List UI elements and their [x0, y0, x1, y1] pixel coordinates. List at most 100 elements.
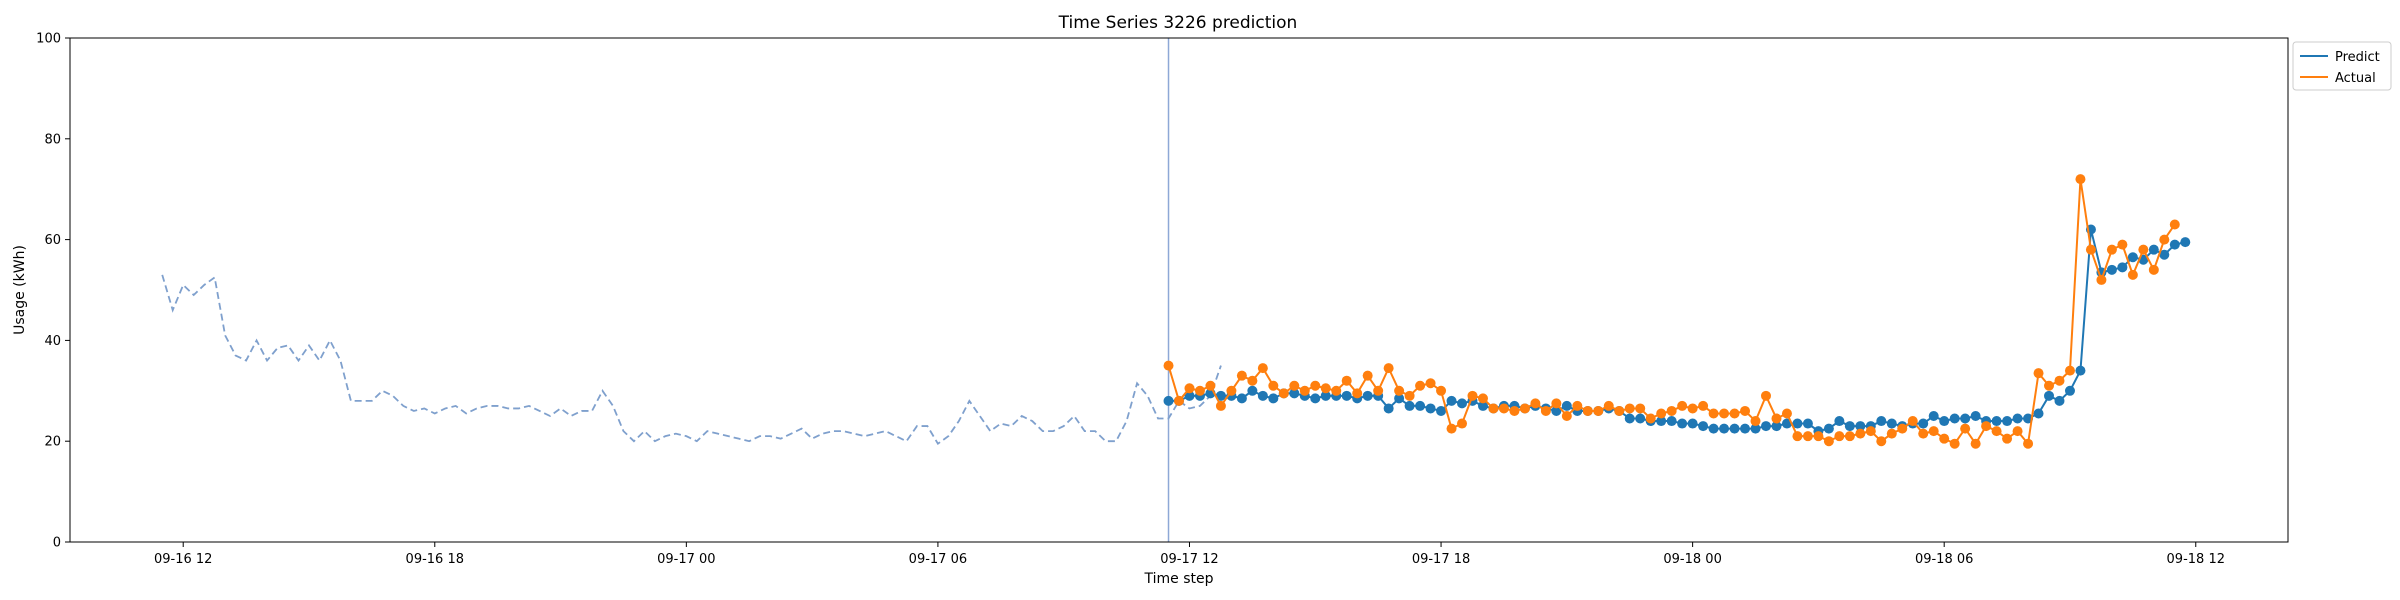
predict-point — [1939, 416, 1950, 427]
actual-point — [1530, 398, 1541, 409]
x-tick-label: 09-18 06 — [1915, 552, 1973, 567]
actual-point — [1603, 400, 1614, 411]
predict-point — [2180, 237, 2191, 248]
predict-point — [1855, 421, 1866, 432]
actual-point — [1771, 413, 1782, 424]
predict-line — [1168, 229, 2186, 433]
actual-line — [1167, 178, 2176, 447]
actual-point — [1446, 423, 1457, 434]
actual-point — [1918, 428, 1929, 439]
actual-point — [1467, 390, 1478, 401]
actual-point — [1383, 363, 1394, 374]
predict-point — [1163, 395, 1174, 406]
y-tick-label: 80 — [44, 132, 61, 147]
actual-point — [2169, 219, 2180, 230]
predict-point — [1687, 418, 1698, 429]
actual-point — [1415, 380, 1426, 391]
predict-point — [1551, 405, 1562, 416]
actual-point — [1855, 428, 1866, 439]
actual-point — [2033, 368, 2044, 379]
predict-point — [1949, 413, 1960, 424]
actual-point — [1488, 403, 1499, 414]
actual-point — [1572, 400, 1583, 411]
actual-point — [1907, 416, 1918, 427]
predict-point — [1404, 400, 1415, 411]
actual-point — [2002, 433, 2013, 444]
actual-point — [1215, 400, 1226, 411]
actual-point — [1394, 385, 1405, 396]
actual-point — [1834, 431, 1845, 442]
actual-point — [1561, 411, 1572, 421]
actual-point — [1991, 426, 2002, 437]
chart-title: Time Series 3226 prediction — [1058, 13, 1298, 33]
predict-point — [1184, 390, 1195, 401]
predict-point — [1289, 388, 1300, 399]
predict-point — [1383, 403, 1394, 414]
actual-point — [1939, 433, 1950, 444]
predict-point — [1823, 423, 1834, 434]
plot-frame — [69, 37, 2289, 543]
predict-point — [1341, 390, 1352, 401]
predict-point — [1446, 395, 1457, 406]
predict-point — [1320, 390, 1331, 401]
actual-point — [1708, 408, 1719, 419]
predict-point — [1834, 416, 1845, 427]
actual-point — [1236, 370, 1247, 381]
y-axis-label: Usage (kWh) — [12, 245, 28, 335]
actual-series — [1163, 174, 2180, 449]
actual-point — [1876, 436, 1887, 447]
actual-point — [1310, 380, 1321, 391]
history-line — [161, 274, 1222, 446]
predict-point — [2044, 390, 2055, 401]
actual-point — [1457, 418, 1468, 429]
x-tick-label: 09-17 12 — [1160, 552, 1218, 567]
actual-point — [1886, 428, 1897, 439]
predict-point — [1928, 411, 1939, 421]
actual-point — [1750, 416, 1761, 427]
actual-point — [1226, 385, 1237, 396]
predict-point — [1729, 423, 1740, 434]
predict-point — [1666, 416, 1677, 427]
actual-point — [1257, 363, 1268, 374]
y-axis: 0 20 40 60 80 100 — [36, 32, 70, 551]
actual-point — [1278, 388, 1289, 399]
predict-point — [1886, 418, 1897, 429]
actual-point — [1498, 403, 1509, 414]
predict-point — [2148, 244, 2159, 255]
actual-point — [1268, 380, 1279, 391]
predict-point — [1656, 416, 1667, 427]
actual-point — [1299, 385, 1310, 396]
x-tick-label: 09-17 18 — [1412, 552, 1470, 567]
predict-point — [2012, 413, 2023, 424]
actual-point — [1373, 385, 1384, 396]
actual-point — [2044, 380, 2055, 391]
predict-point — [2033, 408, 2044, 419]
actual-point — [1949, 438, 1960, 449]
actual-point — [1194, 385, 1205, 396]
x-tick-label: 09-16 12 — [154, 552, 212, 567]
predict-point — [1561, 400, 1572, 411]
predict-point — [1394, 393, 1405, 404]
y-tick-label: 40 — [44, 334, 61, 349]
actual-point — [1656, 408, 1667, 419]
x-tick-label: 09-17 00 — [657, 552, 715, 567]
y-tick-label: 60 — [44, 233, 61, 248]
actual-point — [2127, 269, 2138, 280]
predict-point — [1792, 418, 1803, 429]
legend: Predict Actual — [2292, 41, 2392, 91]
predict-point — [1760, 421, 1771, 432]
predict-point — [1740, 423, 1751, 434]
predict-point — [1415, 400, 1426, 411]
actual-point — [1677, 400, 1688, 411]
predict-point — [2159, 249, 2170, 260]
actual-point — [1687, 403, 1698, 414]
predict-point — [1970, 411, 1981, 421]
actual-point — [1362, 370, 1373, 381]
predict-point — [1918, 418, 1929, 429]
predict-point — [2002, 416, 2013, 427]
actual-point — [1981, 421, 1992, 432]
actual-point — [1425, 378, 1436, 389]
predict-point — [1457, 398, 1468, 409]
actual-point — [1320, 383, 1331, 394]
